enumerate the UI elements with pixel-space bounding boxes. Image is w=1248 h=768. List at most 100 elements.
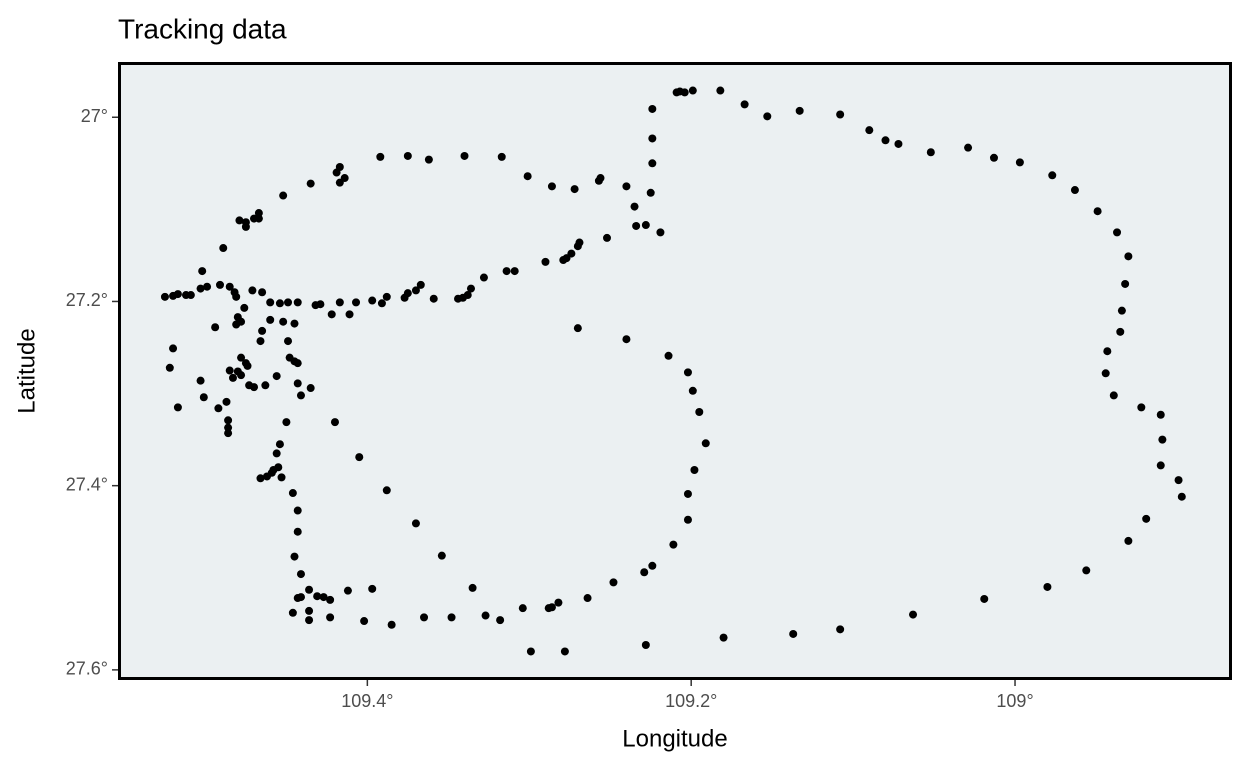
point	[1174, 476, 1183, 485]
point	[1070, 186, 1079, 195]
point	[313, 592, 322, 601]
point	[719, 633, 728, 642]
point	[1158, 435, 1167, 444]
point	[688, 386, 697, 395]
point	[1124, 536, 1133, 545]
point	[284, 337, 293, 346]
y-axis-label: Latitude	[13, 328, 40, 413]
point	[306, 179, 315, 188]
point	[541, 257, 550, 266]
point	[272, 372, 281, 381]
point	[1124, 252, 1133, 261]
point	[250, 383, 259, 392]
point	[1103, 347, 1112, 356]
point	[1121, 279, 1130, 288]
point	[305, 616, 314, 625]
point	[261, 381, 270, 390]
x-axis-label: Longitude	[622, 725, 727, 752]
y-tick-label: 27.2°	[66, 290, 108, 310]
point	[909, 610, 918, 619]
point	[865, 126, 874, 135]
point	[305, 585, 314, 594]
point	[355, 453, 364, 462]
point	[237, 353, 246, 362]
point	[275, 440, 284, 449]
point	[1137, 403, 1146, 412]
point	[1156, 410, 1165, 419]
point	[228, 373, 237, 382]
point	[305, 606, 314, 615]
point	[559, 256, 568, 265]
point	[248, 286, 257, 295]
point	[403, 151, 412, 160]
point	[1109, 391, 1118, 400]
point	[646, 188, 655, 197]
point	[416, 280, 425, 289]
point	[690, 466, 699, 475]
point	[437, 551, 446, 560]
point	[196, 284, 205, 293]
point	[290, 319, 299, 328]
point	[630, 202, 639, 211]
point	[326, 613, 335, 622]
point	[497, 152, 506, 161]
point	[795, 106, 804, 115]
point	[664, 351, 673, 360]
point	[964, 143, 973, 152]
point	[224, 416, 233, 425]
point	[763, 112, 772, 121]
point	[716, 86, 725, 95]
point	[377, 299, 386, 308]
point	[224, 423, 233, 432]
point	[256, 337, 265, 346]
point	[306, 384, 315, 393]
point	[881, 136, 890, 145]
y-tick-label: 27.6°	[66, 659, 108, 679]
point	[1082, 566, 1091, 575]
point	[319, 593, 328, 602]
point	[1093, 207, 1102, 216]
point	[1113, 228, 1122, 237]
point	[648, 134, 657, 143]
point	[454, 294, 463, 303]
point	[296, 570, 305, 579]
point	[293, 359, 302, 368]
point	[343, 586, 352, 595]
point	[335, 298, 344, 307]
point	[424, 155, 433, 164]
point	[345, 310, 354, 319]
point	[214, 404, 223, 413]
point	[683, 368, 692, 377]
point	[352, 298, 361, 307]
point	[496, 616, 505, 625]
point	[641, 641, 650, 650]
point	[219, 244, 228, 253]
y-tick-label: 27°	[81, 106, 108, 126]
point	[640, 568, 649, 577]
point	[460, 151, 469, 160]
point	[523, 172, 532, 181]
point	[1015, 158, 1024, 167]
point	[554, 598, 563, 607]
point	[279, 191, 288, 200]
point	[235, 216, 244, 225]
point	[583, 594, 592, 603]
point	[241, 359, 250, 368]
point	[683, 515, 692, 524]
point	[420, 613, 429, 622]
point	[282, 418, 291, 427]
point	[701, 439, 710, 448]
point	[169, 344, 178, 353]
point	[594, 176, 603, 185]
point	[836, 625, 845, 634]
point	[622, 335, 631, 344]
point	[376, 152, 385, 161]
point	[632, 221, 641, 230]
point	[254, 209, 263, 218]
point	[1117, 306, 1126, 315]
point	[293, 298, 302, 307]
point	[382, 486, 391, 495]
point	[241, 222, 250, 231]
point	[479, 273, 488, 282]
